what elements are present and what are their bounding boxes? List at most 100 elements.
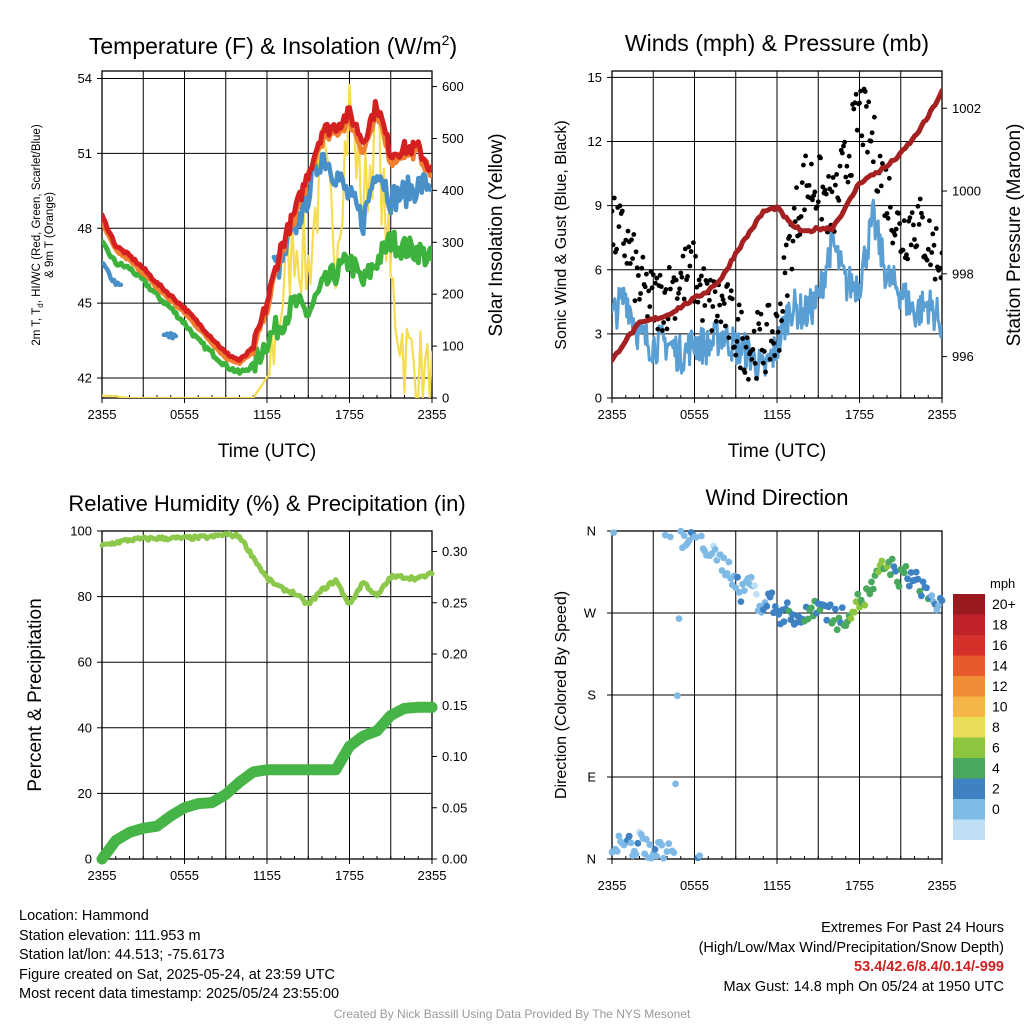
direction-point (838, 604, 846, 611)
gust-point (911, 222, 916, 228)
gust-point (701, 266, 707, 271)
direction-point (823, 616, 831, 624)
gust-point (775, 329, 781, 335)
gust-point (784, 293, 790, 299)
gust-point (781, 255, 787, 260)
gust-point (857, 100, 862, 106)
direction-point (672, 780, 679, 788)
direction-point (646, 841, 654, 848)
gust-point (829, 189, 835, 195)
colorbar-label: 10 (992, 699, 1008, 715)
gust-point (849, 173, 854, 178)
gust-point (642, 284, 648, 290)
colorbar-swatch (953, 594, 985, 615)
direction-point (747, 573, 755, 581)
gust-point (924, 257, 930, 263)
gust-point (869, 130, 875, 136)
direction-point (792, 619, 800, 627)
x-tick-label: 1755 (845, 407, 874, 422)
y-right-tick-label: 600 (442, 79, 464, 94)
gust-point (720, 297, 726, 302)
direction-point (878, 557, 886, 565)
gust-point (778, 301, 783, 307)
gust-point (733, 352, 739, 358)
gust-point (697, 282, 703, 288)
direction-point (661, 531, 669, 539)
colorbar-label: 14 (992, 658, 1008, 674)
y-right-tick-label: 0.25 (442, 595, 467, 610)
ylabel-part: 2m T, T (31, 308, 43, 346)
y-right-tick-label: 400 (442, 183, 464, 198)
gust-point (636, 273, 641, 278)
ylabel-subscript: d (36, 303, 45, 307)
direction-point (888, 555, 896, 563)
gust-point (905, 256, 910, 262)
gust-point (920, 214, 925, 220)
gust-point (634, 265, 640, 271)
gust-point (830, 175, 836, 180)
x-tick-label: 0555 (170, 868, 199, 883)
speed-colorbar: mph 20+ 18 16 14 12 10 8 6 4 2 0 (953, 576, 1016, 840)
gust-point (834, 172, 839, 177)
winds-title: Winds (mph) & Pressure (mb) (625, 30, 929, 56)
colorbar-label: 8 (992, 719, 1000, 735)
colorbar-label: 16 (992, 637, 1008, 653)
pressure-series (612, 88, 942, 363)
insolation-ylabel: Solar Insolation (Yellow) (486, 133, 507, 336)
x-tick-label: 1755 (845, 878, 874, 893)
gust-point (915, 203, 921, 209)
gust-point (682, 246, 688, 252)
humidity-series (99, 530, 435, 607)
gust-point (688, 249, 694, 254)
gust-point (625, 228, 631, 234)
gust-point (677, 286, 682, 292)
gust-point (892, 232, 898, 238)
direction-point (696, 852, 704, 859)
y-tick-label: 60 (78, 655, 92, 670)
gust-point (680, 253, 686, 259)
direction-point (869, 585, 877, 593)
x-tick-label: 1755 (335, 407, 364, 422)
heat-index-series-line (102, 151, 432, 341)
y-tick-label: 40 (78, 720, 92, 735)
gust-point (749, 357, 755, 362)
direction-point (875, 568, 882, 576)
colorbar-label: 0 (992, 801, 1000, 817)
gust-point (639, 265, 645, 271)
direction-point (904, 575, 911, 583)
x-tick-label: 0555 (170, 407, 199, 422)
direction-point (627, 839, 635, 847)
temperature-series-line (102, 99, 432, 363)
sonic-wind-series-line (612, 198, 942, 382)
gust-point (823, 191, 829, 197)
gust-point (783, 242, 789, 248)
direction-point (768, 589, 776, 597)
gust-point (617, 203, 623, 209)
y-right-tick-label: 996 (952, 349, 974, 364)
direction-ylabel: Direction (Colored By Speed) (553, 591, 570, 799)
gust-point (660, 328, 665, 333)
y-tick-label: 6 (595, 262, 602, 277)
x-tick-label: 2355 (598, 407, 627, 422)
gust-point (666, 265, 672, 270)
colorbar-swatch (953, 717, 985, 738)
created-text: Figure created on Sat, 2025-05-24, at 23… (19, 966, 335, 983)
direction-point (740, 587, 748, 594)
gust-point (833, 182, 838, 188)
y-right-tick-label: 500 (442, 131, 464, 146)
gust-point (932, 276, 938, 282)
gust-point (629, 237, 634, 243)
gust-point (801, 162, 806, 168)
pressure-series-line (612, 88, 942, 363)
direction-point (826, 601, 834, 609)
precipitation-series-line (96, 701, 438, 865)
gust-point (750, 347, 756, 352)
gust-point (700, 318, 705, 323)
x-tick-label: 2355 (928, 407, 957, 422)
gust-point (927, 218, 932, 224)
y-tick-label: 54 (78, 71, 92, 86)
colorbar-label: 12 (992, 678, 1008, 694)
dewpoint-series-line (102, 229, 432, 376)
gust-point (707, 297, 712, 303)
